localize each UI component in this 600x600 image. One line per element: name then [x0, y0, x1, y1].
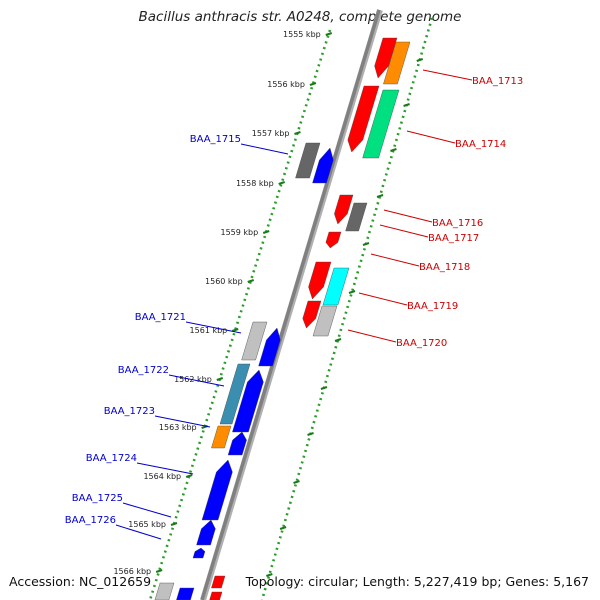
- tick-mark: [262, 230, 270, 234]
- gene-label-reverse[interactable]: BAA_1722: [118, 365, 169, 376]
- gene-baa-1714[interactable]: [347, 85, 380, 153]
- gene-label-leader: [370, 253, 420, 267]
- tick-mark: [155, 569, 163, 573]
- gene-label-forward[interactable]: BAA_1713: [472, 76, 523, 87]
- gene-baa-1717[interactable]: [345, 202, 368, 232]
- gene-baa-1718[interactable]: [325, 231, 342, 249]
- gene-label-forward[interactable]: BAA_1720: [396, 338, 447, 349]
- forward-tick-mark: [320, 386, 328, 390]
- topology-text: Topology: circular; Length: 5,227,419 bp…: [245, 574, 589, 589]
- forward-tick-mark: [266, 573, 273, 577]
- tick-label: 1557 kbp: [252, 129, 290, 138]
- gene-baa-1719[interactable]: [308, 261, 332, 300]
- gene-baa-1723[interactable]: [227, 431, 247, 456]
- gene-baa-1715-partner[interactable]: [295, 142, 321, 179]
- gene-label-reverse[interactable]: BAA_1724: [86, 453, 137, 464]
- tick-mark: [185, 474, 193, 478]
- gene-forward-partial-2[interactable]: [209, 591, 223, 600]
- gene-label-forward[interactable]: BAA_1714: [455, 139, 506, 150]
- gene-label-leader: [406, 130, 456, 144]
- gene-label-reverse[interactable]: BAA_1715: [190, 134, 241, 145]
- gene-baa-1713[interactable]: [374, 37, 398, 79]
- gene-label-leader: [379, 224, 429, 238]
- tick-mark: [278, 181, 285, 185]
- gene-label-leader: [136, 462, 194, 475]
- tick-mark: [216, 377, 224, 381]
- gene-reverse-partial-2[interactable]: [176, 587, 195, 600]
- gene-label-leader: [240, 143, 289, 155]
- forward-tick-mark: [416, 58, 424, 62]
- tick-label: 1561 kbp: [190, 326, 228, 335]
- gene-label-forward[interactable]: BAA_1719: [407, 301, 458, 312]
- tick-label: 1560 kbp: [205, 277, 243, 286]
- gene-label-reverse[interactable]: BAA_1725: [72, 493, 123, 504]
- tick-label: 1563 kbp: [159, 423, 197, 432]
- gene-baa-1723-partner[interactable]: [211, 425, 232, 449]
- tick-mark: [325, 32, 333, 36]
- forward-tick-mark: [376, 194, 384, 198]
- gene-label-reverse[interactable]: BAA_1726: [65, 515, 116, 526]
- tick-label: 1564 kbp: [143, 472, 181, 481]
- forward-tick-mark: [348, 290, 356, 294]
- gene-label-leader: [122, 502, 172, 518]
- gene-baa-1722-partner[interactable]: [219, 363, 251, 425]
- gene-baa-1713-partner[interactable]: [383, 41, 411, 85]
- gene-baa-1714-partner[interactable]: [362, 89, 400, 159]
- tick-mark: [309, 82, 317, 86]
- gene-baa-1725[interactable]: [196, 519, 216, 546]
- gene-baa-1719-partner[interactable]: [322, 267, 350, 306]
- gene-label-leader: [383, 209, 433, 223]
- gene-baa-1720-partner[interactable]: [312, 305, 338, 337]
- gene-baa-1721[interactable]: [258, 327, 281, 367]
- gene-baa-1721-partner[interactable]: [241, 321, 268, 361]
- gene-label-leader: [185, 321, 242, 334]
- gene-baa-1716[interactable]: [334, 194, 354, 225]
- gene-forward-partial[interactable]: [211, 575, 226, 589]
- backbone-line: [200, 9, 381, 600]
- gene-label-leader: [154, 415, 211, 428]
- forward-tick-mark: [362, 242, 370, 246]
- forward-tick-mark: [279, 526, 287, 530]
- gene-label-leader: [168, 374, 225, 387]
- gene-baa-1715[interactable]: [312, 147, 334, 184]
- forward-tick-mark: [293, 480, 300, 484]
- accession-text: Accession: NC_012659: [9, 574, 152, 589]
- tick-label: 1566 kbp: [113, 567, 151, 576]
- gene-baa-1722[interactable]: [232, 369, 264, 433]
- tick-label: 1556 kbp: [267, 80, 305, 89]
- tick-label: 1558 kbp: [236, 179, 274, 188]
- gene-label-leader: [358, 292, 408, 306]
- gene-baa-1724[interactable]: [201, 459, 233, 521]
- gene-label-reverse[interactable]: BAA_1721: [135, 312, 186, 323]
- tick-label: 1565 kbp: [128, 520, 166, 529]
- reverse-dotted-track: [148, 29, 332, 600]
- gene-label-forward[interactable]: BAA_1718: [419, 262, 470, 273]
- gene-baa-1726[interactable]: [192, 547, 206, 559]
- tick-label: 1555 kbp: [283, 30, 321, 39]
- tick-mark: [231, 328, 239, 332]
- forward-tick-mark: [307, 432, 314, 436]
- gene-reverse-partial[interactable]: [154, 582, 175, 600]
- forward-tick-mark: [403, 103, 410, 107]
- tick-mark: [247, 279, 255, 283]
- gene-label-reverse[interactable]: BAA_1723: [104, 406, 155, 417]
- gene-label-leader: [422, 69, 473, 81]
- tick-mark: [170, 522, 178, 526]
- forward-tick-mark: [390, 148, 397, 152]
- tick-mark: [294, 131, 301, 135]
- gene-label-forward[interactable]: BAA_1716: [432, 218, 483, 229]
- forward-tick-mark: [334, 338, 342, 342]
- forward-dotted-track: [260, 17, 434, 600]
- gene-label-leader: [347, 329, 397, 343]
- gene-label-forward[interactable]: BAA_1717: [428, 233, 479, 244]
- tick-label: 1559 kbp: [221, 228, 259, 237]
- gene-baa-1720[interactable]: [302, 300, 322, 329]
- gene-label-leader: [115, 524, 162, 540]
